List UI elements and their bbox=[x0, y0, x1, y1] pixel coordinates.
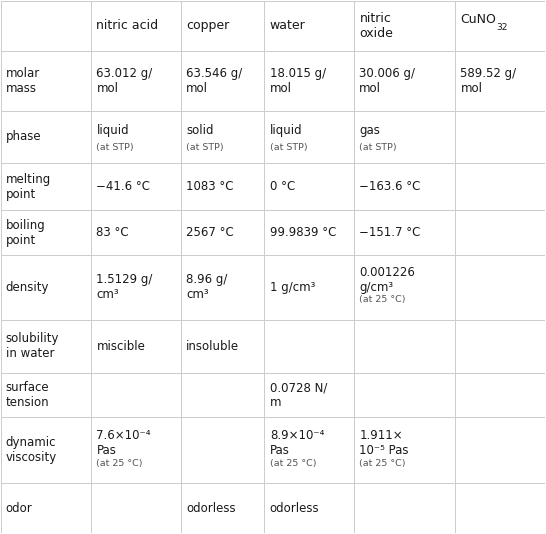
Text: 8.96 g/
cm³: 8.96 g/ cm³ bbox=[186, 273, 227, 301]
Text: 63.012 g/
mol: 63.012 g/ mol bbox=[97, 67, 153, 95]
Text: copper: copper bbox=[186, 19, 229, 33]
Text: (at 25 °C): (at 25 °C) bbox=[359, 295, 406, 304]
Text: (at STP): (at STP) bbox=[97, 143, 134, 152]
Text: 99.9839 °C: 99.9839 °C bbox=[270, 226, 336, 239]
Text: molar
mass: molar mass bbox=[6, 67, 40, 95]
Text: odorless: odorless bbox=[186, 501, 235, 515]
Text: (at 25 °C): (at 25 °C) bbox=[97, 459, 143, 468]
Text: 589.52 g/
mol: 589.52 g/ mol bbox=[460, 67, 517, 95]
Text: (at 25 °C): (at 25 °C) bbox=[270, 459, 316, 468]
Text: CuNO: CuNO bbox=[460, 13, 496, 26]
Text: (at STP): (at STP) bbox=[186, 143, 224, 152]
Text: 30.006 g/
mol: 30.006 g/ mol bbox=[359, 67, 416, 95]
Text: liquid: liquid bbox=[97, 124, 129, 137]
Text: 1 g/cm³: 1 g/cm³ bbox=[270, 281, 315, 294]
Text: phase: phase bbox=[6, 130, 41, 144]
Text: solid: solid bbox=[186, 124, 213, 137]
Text: 7.6×10⁻⁴
Pas: 7.6×10⁻⁴ Pas bbox=[97, 429, 151, 457]
Text: 63.546 g/
mol: 63.546 g/ mol bbox=[186, 67, 242, 95]
Text: 2567 °C: 2567 °C bbox=[186, 226, 234, 239]
Text: (at 25 °C): (at 25 °C) bbox=[359, 459, 406, 468]
Text: 1083 °C: 1083 °C bbox=[186, 180, 234, 193]
Text: 0.001226
g/cm³: 0.001226 g/cm³ bbox=[359, 265, 415, 294]
Text: melting
point: melting point bbox=[6, 172, 51, 201]
Text: 0.0728 N/
m: 0.0728 N/ m bbox=[270, 381, 327, 409]
Text: density: density bbox=[6, 281, 49, 294]
Text: liquid: liquid bbox=[270, 124, 302, 137]
Text: 8.9×10⁻⁴
Pas: 8.9×10⁻⁴ Pas bbox=[270, 429, 324, 457]
Text: (at STP): (at STP) bbox=[270, 143, 307, 152]
Text: −151.7 °C: −151.7 °C bbox=[359, 226, 421, 239]
Text: 18.015 g/
mol: 18.015 g/ mol bbox=[270, 67, 326, 95]
Text: dynamic
viscosity: dynamic viscosity bbox=[6, 436, 57, 465]
Text: 32: 32 bbox=[496, 22, 508, 32]
Text: 0 °C: 0 °C bbox=[270, 180, 295, 193]
Text: 1.911×
10⁻⁵ Pas: 1.911× 10⁻⁵ Pas bbox=[359, 429, 409, 457]
Text: water: water bbox=[270, 19, 306, 33]
Text: odorless: odorless bbox=[270, 501, 319, 515]
Text: solubility
in water: solubility in water bbox=[6, 332, 59, 360]
Text: −163.6 °C: −163.6 °C bbox=[359, 180, 421, 193]
Text: −41.6 °C: −41.6 °C bbox=[97, 180, 150, 193]
Text: (at STP): (at STP) bbox=[359, 143, 397, 152]
Text: odor: odor bbox=[6, 501, 32, 515]
Text: miscible: miscible bbox=[97, 340, 145, 352]
Text: 83 °C: 83 °C bbox=[97, 226, 129, 239]
Text: insoluble: insoluble bbox=[186, 340, 239, 352]
Text: gas: gas bbox=[359, 124, 380, 137]
Text: nitric acid: nitric acid bbox=[97, 19, 158, 33]
Text: surface
tension: surface tension bbox=[6, 381, 49, 409]
Text: 1.5129 g/
cm³: 1.5129 g/ cm³ bbox=[97, 273, 153, 301]
Text: nitric
oxide: nitric oxide bbox=[359, 12, 393, 40]
Text: boiling
point: boiling point bbox=[6, 218, 45, 247]
